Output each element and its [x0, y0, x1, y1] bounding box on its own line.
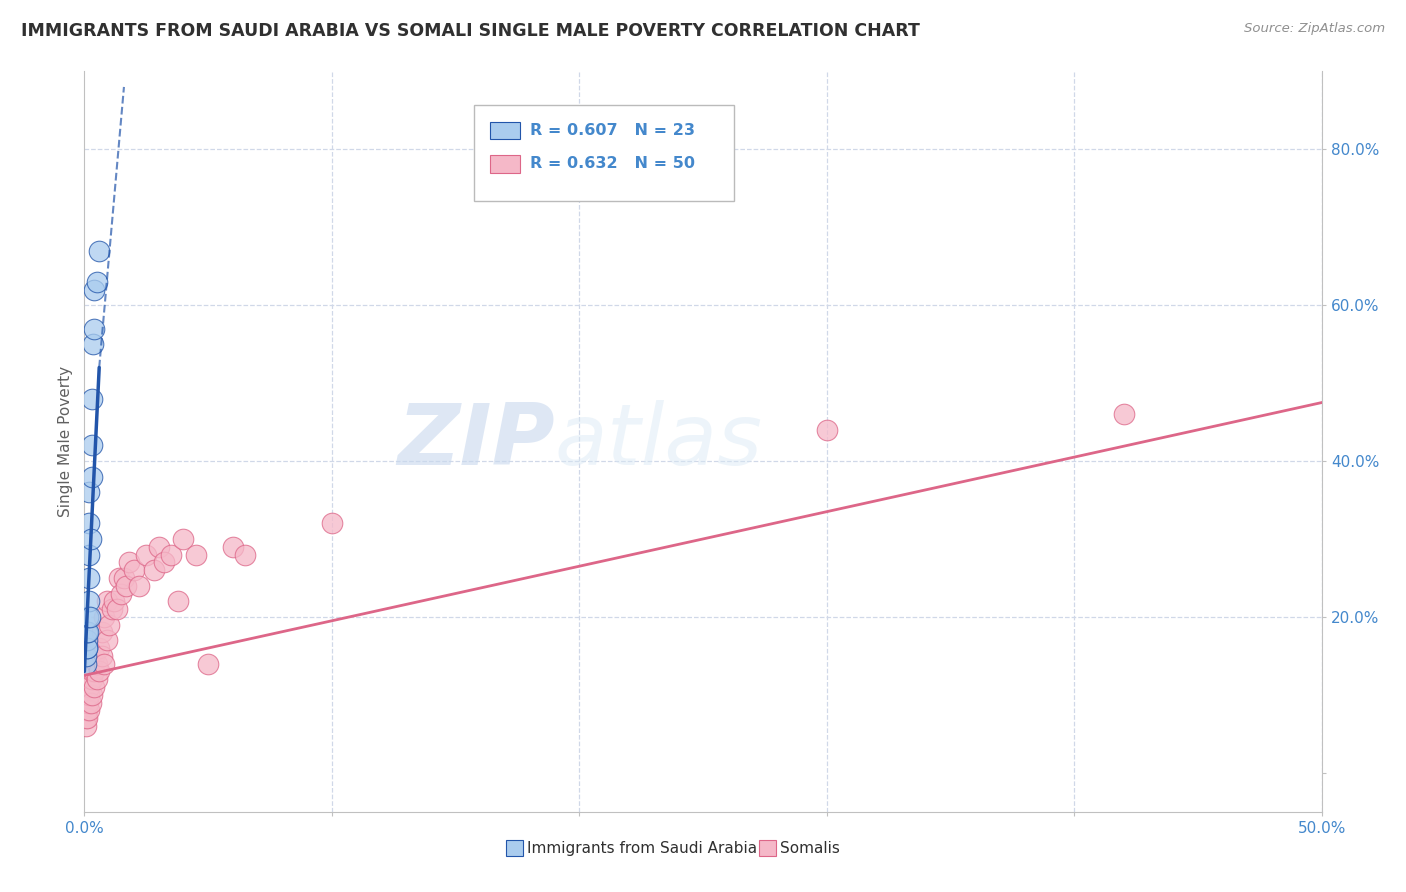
Point — [93, 610, 115, 624]
Point — [83, 321, 105, 335]
Point — [79, 680, 101, 694]
Point — [115, 579, 138, 593]
Point — [128, 579, 150, 593]
Point — [83, 665, 105, 679]
Point — [110, 586, 132, 600]
Point — [76, 641, 98, 656]
Point — [98, 617, 121, 632]
Point — [118, 555, 141, 569]
FancyBboxPatch shape — [491, 121, 520, 139]
Point — [76, 711, 98, 725]
Text: atlas: atlas — [554, 400, 762, 483]
Point — [815, 423, 838, 437]
Point — [184, 548, 207, 562]
Point — [79, 548, 101, 562]
Point — [222, 540, 245, 554]
Point — [80, 672, 103, 686]
Point — [89, 665, 111, 679]
Point — [93, 657, 115, 671]
Point — [83, 648, 105, 663]
Point — [82, 337, 104, 351]
Point — [96, 633, 118, 648]
Point — [89, 244, 111, 258]
Point — [233, 548, 256, 562]
Point — [76, 625, 98, 640]
Point — [79, 696, 101, 710]
Point — [103, 594, 125, 608]
Point — [96, 594, 118, 608]
Point — [89, 641, 111, 656]
Point — [105, 602, 128, 616]
Point — [77, 594, 100, 608]
FancyBboxPatch shape — [491, 155, 520, 173]
Point — [75, 648, 97, 663]
Point — [76, 641, 98, 656]
Point — [172, 532, 194, 546]
Point — [152, 555, 174, 569]
Text: R = 0.607   N = 23: R = 0.607 N = 23 — [530, 123, 695, 138]
Point — [86, 275, 108, 289]
Point — [86, 672, 108, 686]
Point — [80, 688, 103, 702]
Point — [90, 648, 112, 663]
Point — [77, 610, 100, 624]
Point — [75, 719, 97, 733]
Point — [80, 392, 103, 406]
Y-axis label: Single Male Poverty: Single Male Poverty — [58, 366, 73, 517]
Point — [83, 680, 105, 694]
Text: Somalis: Somalis — [780, 841, 841, 855]
Point — [79, 610, 101, 624]
Text: ZIP: ZIP — [396, 400, 554, 483]
Point — [75, 711, 97, 725]
Point — [148, 540, 170, 554]
Point — [80, 665, 103, 679]
Point — [75, 657, 97, 671]
Point — [83, 283, 105, 297]
Point — [80, 469, 103, 483]
Point — [77, 625, 100, 640]
Point — [108, 571, 131, 585]
Point — [142, 563, 165, 577]
Text: Source: ZipAtlas.com: Source: ZipAtlas.com — [1244, 22, 1385, 36]
Point — [112, 571, 135, 585]
Text: R = 0.632   N = 50: R = 0.632 N = 50 — [530, 156, 695, 171]
Point — [76, 703, 98, 717]
Point — [77, 571, 100, 585]
Point — [100, 602, 122, 616]
Point — [77, 703, 100, 717]
Point — [1112, 407, 1135, 421]
Point — [79, 516, 101, 531]
Point — [77, 696, 100, 710]
Point — [90, 625, 112, 640]
Point — [160, 548, 183, 562]
Text: Immigrants from Saudi Arabia: Immigrants from Saudi Arabia — [527, 841, 758, 855]
Point — [135, 548, 157, 562]
Point — [79, 532, 101, 546]
Point — [79, 688, 101, 702]
Point — [167, 594, 190, 608]
FancyBboxPatch shape — [474, 104, 734, 201]
Point — [321, 516, 343, 531]
Point — [80, 438, 103, 452]
Point — [79, 485, 101, 500]
Point — [76, 633, 98, 648]
Point — [86, 657, 108, 671]
Point — [197, 657, 219, 671]
Text: IMMIGRANTS FROM SAUDI ARABIA VS SOMALI SINGLE MALE POVERTY CORRELATION CHART: IMMIGRANTS FROM SAUDI ARABIA VS SOMALI S… — [21, 22, 920, 40]
Point — [122, 563, 145, 577]
